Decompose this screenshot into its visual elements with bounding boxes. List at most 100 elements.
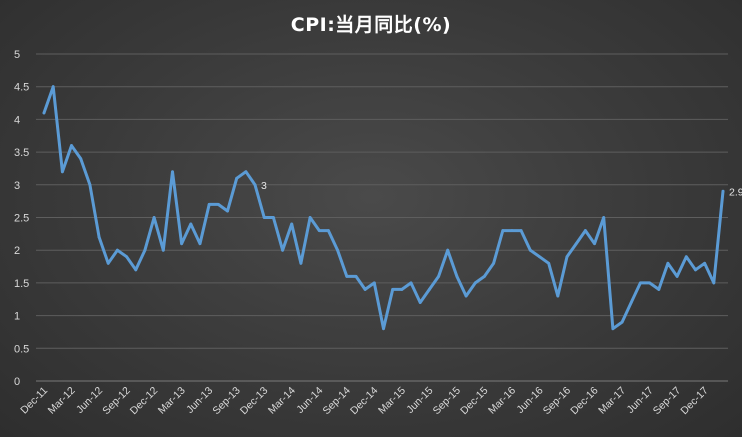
y-tick-label: 2.5 — [14, 213, 29, 225]
x-tick-label: Dec-11 — [18, 385, 50, 417]
data-point — [226, 209, 229, 213]
data-point — [437, 274, 440, 278]
data-point — [593, 242, 596, 246]
data-point — [547, 261, 551, 265]
x-tick-label: Sep-16 — [541, 385, 574, 418]
data-point — [88, 183, 92, 187]
data-point — [317, 229, 321, 232]
data-point — [336, 248, 340, 252]
data-point — [281, 248, 284, 252]
data-point — [161, 248, 165, 252]
data-point — [308, 216, 312, 219]
data-point — [262, 216, 266, 219]
data-point — [116, 248, 119, 252]
x-tick-label: Mar-15 — [376, 385, 408, 417]
y-tick-label: 1.5 — [14, 278, 29, 290]
series-layer — [42, 85, 725, 331]
data-point — [639, 281, 642, 285]
data-point — [427, 288, 431, 291]
x-tick-label: Mar-13 — [156, 385, 188, 417]
data-point — [675, 274, 679, 278]
y-tick-label: 4.5 — [14, 82, 29, 94]
data-point — [648, 281, 651, 285]
y-tick-label: 2 — [14, 245, 20, 257]
data-point — [510, 229, 514, 232]
data-point — [501, 229, 505, 232]
data-point — [666, 261, 670, 265]
y-tick-label: 5 — [14, 49, 20, 61]
data-labels: 32.9 — [261, 180, 742, 199]
data-point — [483, 274, 486, 278]
data-point — [327, 229, 330, 232]
data-point — [611, 327, 615, 331]
data-point — [207, 203, 211, 206]
x-tick-label: Jun-15 — [404, 385, 435, 416]
y-tick-label: 3 — [14, 180, 20, 192]
data-point — [42, 111, 46, 115]
data-point — [418, 301, 422, 304]
x-axis: Dec-11Mar-12Jun-12Sep-12Dec-12Mar-13Jun-… — [18, 385, 711, 418]
x-tick-label: Sep-17 — [651, 385, 684, 418]
data-point — [455, 274, 459, 278]
data-point — [721, 189, 725, 193]
data-point — [712, 281, 716, 285]
data-point — [565, 255, 569, 259]
data-point — [372, 281, 376, 285]
data-point — [290, 222, 294, 226]
data-point — [409, 281, 413, 285]
x-tick-label: Dec-14 — [348, 385, 381, 418]
data-point — [694, 268, 697, 272]
x-tick-label: Jun-14 — [294, 385, 325, 416]
data-point — [629, 301, 633, 304]
x-tick-label: Dec-16 — [568, 385, 601, 418]
data-point — [235, 176, 239, 180]
data-point — [382, 327, 385, 331]
x-tick-label: Dec-13 — [238, 385, 271, 418]
data-point — [473, 281, 477, 285]
x-tick-label: Dec-15 — [458, 385, 491, 418]
x-tick-label: Jun-13 — [184, 385, 215, 416]
data-point — [216, 203, 220, 206]
y-tick-label: 1 — [14, 311, 20, 323]
data-point — [684, 255, 688, 259]
data-point — [97, 235, 101, 239]
data-point — [70, 144, 73, 147]
x-tick-label: Mar-16 — [486, 385, 518, 417]
x-tick-label: Dec-12 — [128, 385, 161, 418]
data-point — [446, 248, 450, 252]
data-point — [345, 274, 349, 278]
data-point — [180, 242, 184, 246]
data-point — [253, 183, 257, 187]
data-point — [51, 85, 55, 89]
y-tick-label: 4 — [14, 114, 20, 126]
data-point — [106, 261, 110, 265]
data-label: 3 — [261, 180, 267, 192]
x-tick-label: Mar-14 — [266, 385, 298, 417]
data-point — [528, 248, 532, 252]
data-point — [492, 261, 496, 265]
gridlines — [36, 53, 728, 382]
data-label: 2.9 — [729, 186, 742, 198]
data-point — [171, 170, 174, 174]
y-tick-label: 0 — [14, 376, 20, 388]
data-point — [657, 288, 661, 291]
data-point — [79, 157, 83, 161]
y-axis: 0 0.5 1 1.5 2 2.5 3 3.5 4 4.5 5 — [14, 49, 29, 388]
x-tick-label: Jun-12 — [74, 385, 105, 416]
data-point — [354, 274, 358, 278]
data-point — [189, 222, 193, 226]
cpi-series-line — [42, 85, 725, 331]
data-point — [244, 170, 248, 174]
data-point — [400, 288, 404, 291]
data-point — [583, 229, 587, 232]
data-point — [152, 216, 156, 219]
data-point — [602, 216, 606, 219]
data-point — [574, 242, 578, 246]
data-point — [519, 229, 523, 232]
data-point — [125, 255, 128, 259]
x-tick-label: Sep-14 — [320, 385, 353, 418]
data-point — [556, 294, 560, 298]
y-tick-label: 0.5 — [14, 343, 29, 355]
